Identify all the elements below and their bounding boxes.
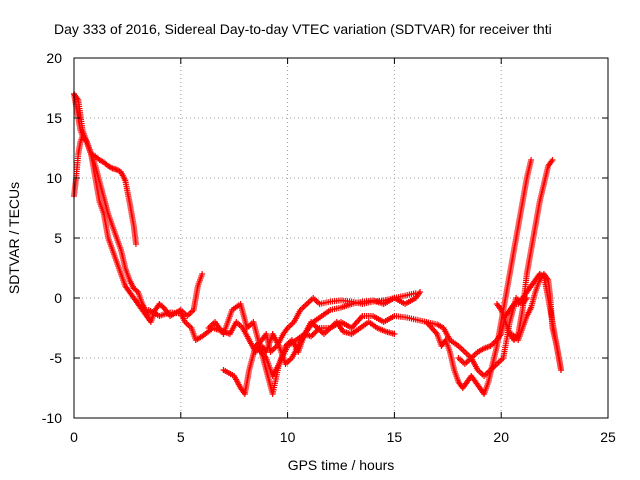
data-point xyxy=(549,157,556,163)
y-tick-label: 0 xyxy=(54,290,62,306)
x-axis-label: GPS time / hours xyxy=(288,457,395,473)
x-tick-label: 20 xyxy=(493,429,509,445)
series-track-k xyxy=(508,271,565,373)
series-track-a xyxy=(71,91,139,247)
tick-layer: 0 5 10 15 20 25 -10 -5 0 5 10 15 20 xyxy=(42,50,616,445)
x-tick-label: 10 xyxy=(280,429,296,445)
series-track-g xyxy=(252,290,419,379)
y-tick-label: 10 xyxy=(46,170,62,186)
data-layer xyxy=(71,91,565,397)
y-tick-label: -5 xyxy=(50,350,63,366)
series-track-c xyxy=(71,133,152,319)
y-tick-label: 5 xyxy=(54,230,62,246)
data-point xyxy=(391,331,398,337)
y-tick-label: 15 xyxy=(46,110,62,126)
x-tick-label: 0 xyxy=(70,429,78,445)
data-point xyxy=(417,289,424,295)
chart-title: Day 333 of 2016, Sidereal Day-to-day VTE… xyxy=(54,21,552,37)
x-tick-label: 15 xyxy=(387,429,403,445)
x-tick-label: 25 xyxy=(600,429,616,445)
data-point xyxy=(132,241,139,247)
y-axis-label: SDTVAR / TECUs xyxy=(6,182,22,294)
data-point xyxy=(199,271,206,277)
series-track-j xyxy=(493,157,556,343)
y-tick-label: -10 xyxy=(42,410,62,426)
series-track-h xyxy=(423,157,535,397)
x-tick-label: 5 xyxy=(177,429,185,445)
y-tick-label: 20 xyxy=(46,50,62,66)
data-point xyxy=(412,290,419,297)
grid-layer xyxy=(74,58,608,418)
data-point xyxy=(309,332,316,338)
data-point xyxy=(558,367,565,373)
data-point xyxy=(145,313,152,319)
data-point xyxy=(528,157,535,163)
